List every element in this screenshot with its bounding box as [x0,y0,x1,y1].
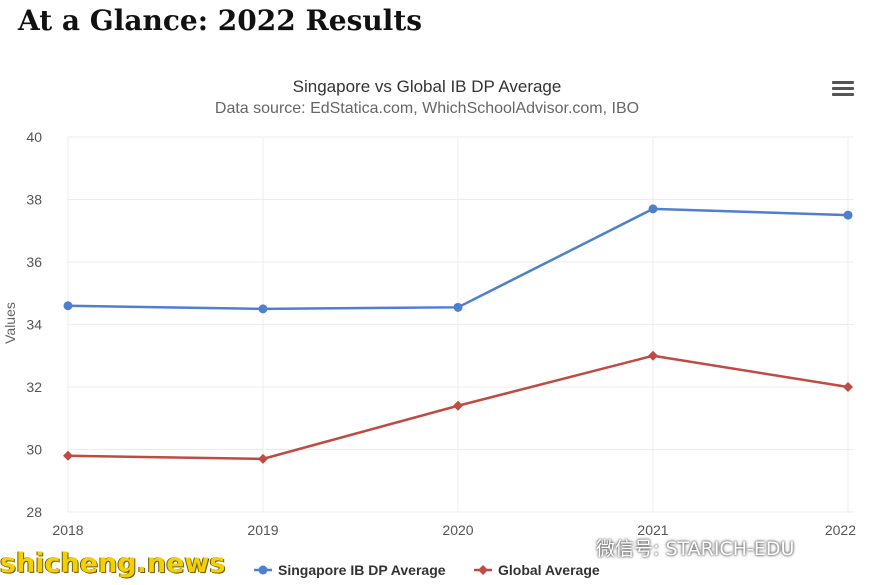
x-tick-label: 2018 [52,522,83,538]
y-axis-label: Values [2,302,18,344]
y-tick-label: 28 [26,504,42,520]
y-tick-label: 36 [26,254,42,270]
data-point [258,304,268,314]
y-tick-label: 30 [26,442,42,458]
hamburger-menu-icon[interactable] [830,78,856,100]
data-point [648,350,658,361]
x-tick-label: 2021 [637,522,668,538]
legend[interactable]: Singapore IB DP Average Global Average [254,562,600,578]
wechat-watermark: 微信号: STARICH-EDU [596,538,795,560]
y-tick-label: 34 [26,317,42,333]
x-tick-label: 2019 [247,522,278,538]
grid [67,136,854,513]
axes: 28 30 32 34 36 38 40 2018 2019 2020 2021 2022 Values [2,129,856,538]
x-tick-label: 2020 [442,522,473,538]
data-point [843,382,853,392]
legend-label: Global Average [498,562,600,578]
watermark-logo-text: shicheng.news [0,548,226,579]
y-tick-label: 38 [26,192,42,208]
series [63,204,853,464]
x-tick-label: 2022 [825,522,856,538]
chart-title: Singapore vs Global IB DP Average [293,77,562,96]
data-point [453,400,463,411]
data-point [453,302,463,312]
legend-label: Singapore IB DP Average [278,562,446,578]
y-tick-label: 40 [26,129,42,145]
data-point [843,210,853,220]
data-point [63,301,73,311]
data-point [63,450,73,461]
legend-marker [258,565,268,575]
legend-marker [478,565,488,575]
y-tick-label: 32 [26,379,42,395]
data-point [648,204,658,214]
chart-subtitle: Data source: EdStatica.com, WhichSchoolA… [215,100,639,117]
data-point [258,453,268,464]
page-heading: At a Glance: 2022 Results [18,4,423,37]
